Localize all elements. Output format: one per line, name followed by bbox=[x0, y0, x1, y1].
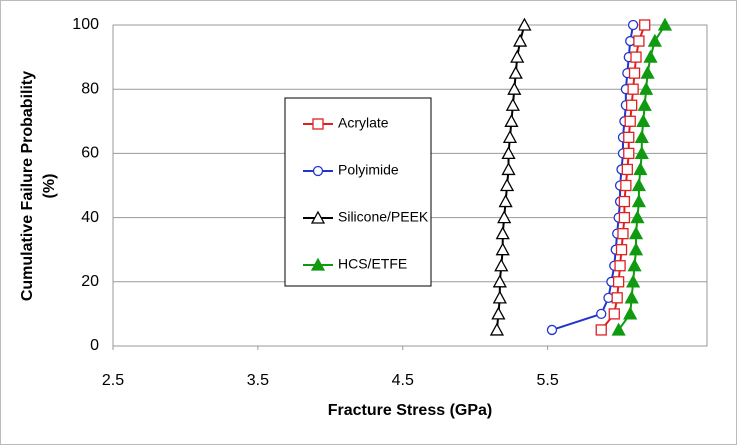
legend: Acrylate Polyimide Silicone/PEEK HCS/ETFE bbox=[284, 97, 432, 287]
x-tick-label: 3.5 bbox=[247, 372, 269, 389]
marker bbox=[633, 162, 648, 176]
marker bbox=[657, 17, 673, 31]
marker bbox=[637, 97, 652, 111]
y-axis-title: (%) bbox=[41, 174, 58, 199]
marker bbox=[639, 19, 651, 31]
legend-box bbox=[284, 97, 432, 287]
marker bbox=[626, 99, 638, 111]
marker bbox=[517, 17, 532, 31]
marker bbox=[630, 210, 645, 224]
marker bbox=[501, 162, 516, 176]
marker bbox=[640, 65, 655, 79]
marker bbox=[492, 290, 507, 304]
marker bbox=[628, 67, 641, 79]
marker bbox=[312, 165, 324, 177]
y-axis-title: Cumulative Failure Probability bbox=[19, 71, 36, 301]
marker bbox=[618, 211, 631, 224]
marker bbox=[499, 178, 515, 192]
marker bbox=[495, 226, 510, 240]
marker bbox=[623, 306, 638, 320]
marker bbox=[615, 244, 628, 256]
y-tick-label: 80 bbox=[81, 80, 99, 97]
marker bbox=[618, 195, 631, 208]
marker bbox=[624, 115, 636, 127]
marker bbox=[310, 210, 326, 224]
marker bbox=[634, 146, 649, 160]
x-tick-label: 4.5 bbox=[392, 372, 414, 389]
marker bbox=[631, 178, 647, 192]
marker bbox=[627, 258, 642, 272]
marker bbox=[489, 322, 505, 336]
marker bbox=[492, 274, 507, 288]
marker bbox=[627, 19, 639, 31]
marker bbox=[498, 194, 513, 208]
y-tick-label: 0 bbox=[90, 337, 99, 354]
marker bbox=[510, 49, 525, 63]
marker bbox=[628, 242, 644, 256]
marker bbox=[631, 194, 647, 208]
marker bbox=[595, 324, 607, 336]
marker bbox=[627, 83, 639, 95]
marker bbox=[507, 81, 522, 95]
marker bbox=[502, 129, 518, 144]
marker bbox=[497, 210, 512, 224]
marker bbox=[612, 276, 625, 288]
marker bbox=[546, 324, 558, 336]
marker bbox=[624, 290, 639, 304]
marker bbox=[630, 51, 642, 63]
marker bbox=[620, 179, 632, 192]
marker bbox=[623, 147, 635, 160]
marker bbox=[617, 227, 629, 240]
y-tick-label: 20 bbox=[81, 273, 99, 290]
marker bbox=[504, 113, 519, 127]
marker bbox=[643, 49, 658, 63]
y-tick-label: 100 bbox=[72, 16, 99, 33]
marker bbox=[633, 35, 645, 47]
marker bbox=[505, 97, 520, 111]
marker bbox=[495, 242, 510, 256]
marker bbox=[508, 65, 523, 79]
marker bbox=[608, 308, 620, 320]
marker bbox=[647, 33, 662, 47]
x-axis-title: Fracture Stress (GPa) bbox=[328, 402, 493, 419]
marker bbox=[623, 131, 635, 144]
x-tick-label: 2.5 bbox=[102, 372, 124, 389]
marker bbox=[636, 113, 651, 127]
marker bbox=[491, 306, 506, 320]
y-tick-label: 60 bbox=[81, 145, 99, 162]
marker bbox=[312, 118, 324, 130]
marker bbox=[626, 274, 641, 288]
marker bbox=[513, 33, 528, 47]
marker bbox=[310, 257, 326, 271]
marker bbox=[501, 146, 516, 160]
legend-label: Polyimide bbox=[338, 162, 399, 178]
marker bbox=[614, 260, 626, 272]
marker bbox=[611, 292, 623, 304]
marker bbox=[634, 129, 649, 144]
marker bbox=[596, 308, 607, 320]
legend-label: HCS/ETFE bbox=[338, 256, 407, 272]
y-tick-label: 40 bbox=[81, 209, 99, 226]
marker bbox=[611, 322, 626, 336]
x-tick-label: 5.5 bbox=[537, 372, 559, 389]
marker bbox=[621, 163, 633, 176]
marker bbox=[494, 258, 509, 272]
marker bbox=[639, 81, 654, 95]
marker bbox=[628, 226, 644, 240]
legend-label: Silicone/PEEK bbox=[338, 209, 429, 225]
legend-label: Acrylate bbox=[338, 115, 389, 131]
